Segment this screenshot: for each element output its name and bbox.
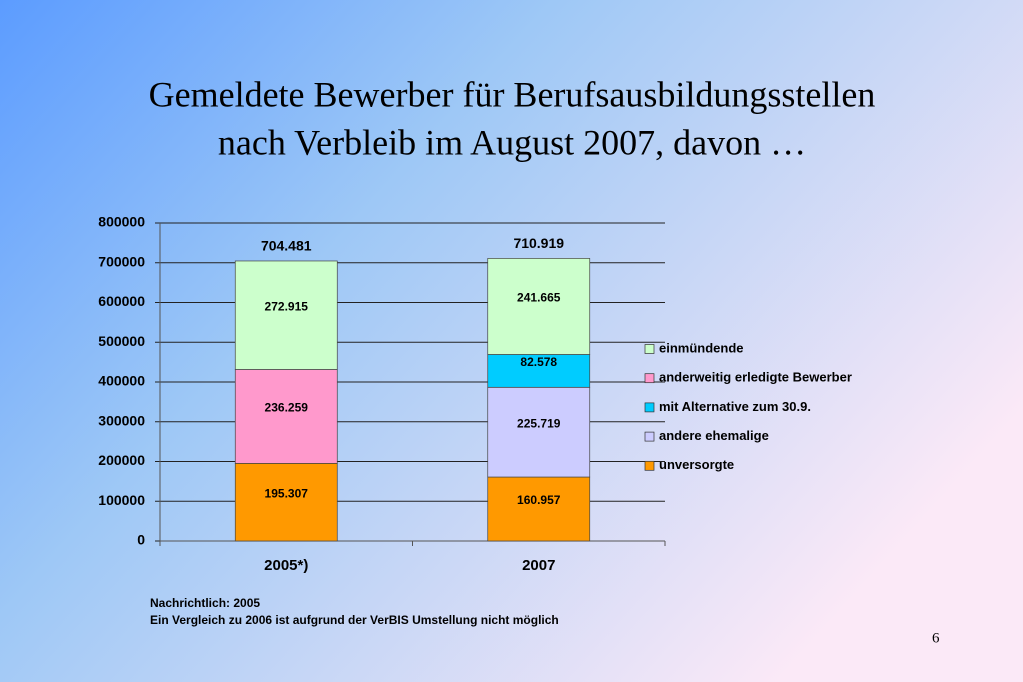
legend-swatch xyxy=(644,460,655,471)
note: Nachrichtlich: 2005 xyxy=(150,596,260,610)
legend-label: anderweitig erledigte Bewerber xyxy=(659,370,852,385)
value-label: 241.665 xyxy=(517,291,561,305)
y-tick-label: 500000 xyxy=(98,333,145,349)
y-tick-label: 100000 xyxy=(98,492,145,508)
y-tick-label: 400000 xyxy=(98,373,145,389)
bar-segment xyxy=(487,354,591,388)
title-line: Gemeldete Bewerber für Berufsausbildungs… xyxy=(149,74,876,114)
legend-label: mit Alternative zum 30.9. xyxy=(659,399,811,414)
value-label: 82.578 xyxy=(520,355,557,369)
y-tick-label: 800000 xyxy=(98,214,145,230)
y-tick-label: 300000 xyxy=(98,412,145,428)
y-tick-label: 700000 xyxy=(98,253,145,269)
y-tick-label: 600000 xyxy=(98,293,145,309)
legend-label: andere ehemalige xyxy=(659,428,769,443)
bar-segment xyxy=(487,258,591,355)
value-label: 225.719 xyxy=(517,416,561,430)
bar-segment xyxy=(487,476,591,542)
note: Ein Vergleich zu 2006 ist aufgrund der V… xyxy=(150,613,559,627)
bar-segment xyxy=(487,386,591,478)
legend-swatch xyxy=(644,344,655,354)
bar-segment xyxy=(234,260,338,370)
bar-segment xyxy=(234,369,338,464)
legend-swatch xyxy=(644,431,655,442)
total-label: 710.919 xyxy=(513,235,564,251)
title-line: nach Verbleib im August 2007, davon … xyxy=(218,122,806,162)
legend-swatch xyxy=(644,373,655,384)
y-tick-label: 200000 xyxy=(98,452,145,468)
value-label: 236.259 xyxy=(265,401,309,415)
value-label: 272.915 xyxy=(265,299,309,313)
x-tick-label: 2005*) xyxy=(264,557,308,574)
page-number: 6 xyxy=(932,630,940,646)
legend-label: unversorgte xyxy=(659,457,734,472)
x-tick-label: 2007 xyxy=(522,557,555,574)
value-label: 195.307 xyxy=(265,486,309,500)
bar-segment xyxy=(234,463,338,542)
legend-swatch xyxy=(644,402,655,413)
legend-label: einmündende xyxy=(659,340,744,355)
y-tick-label: 0 xyxy=(137,532,145,548)
total-label: 704.481 xyxy=(261,238,312,254)
value-label: 160.957 xyxy=(517,493,561,507)
